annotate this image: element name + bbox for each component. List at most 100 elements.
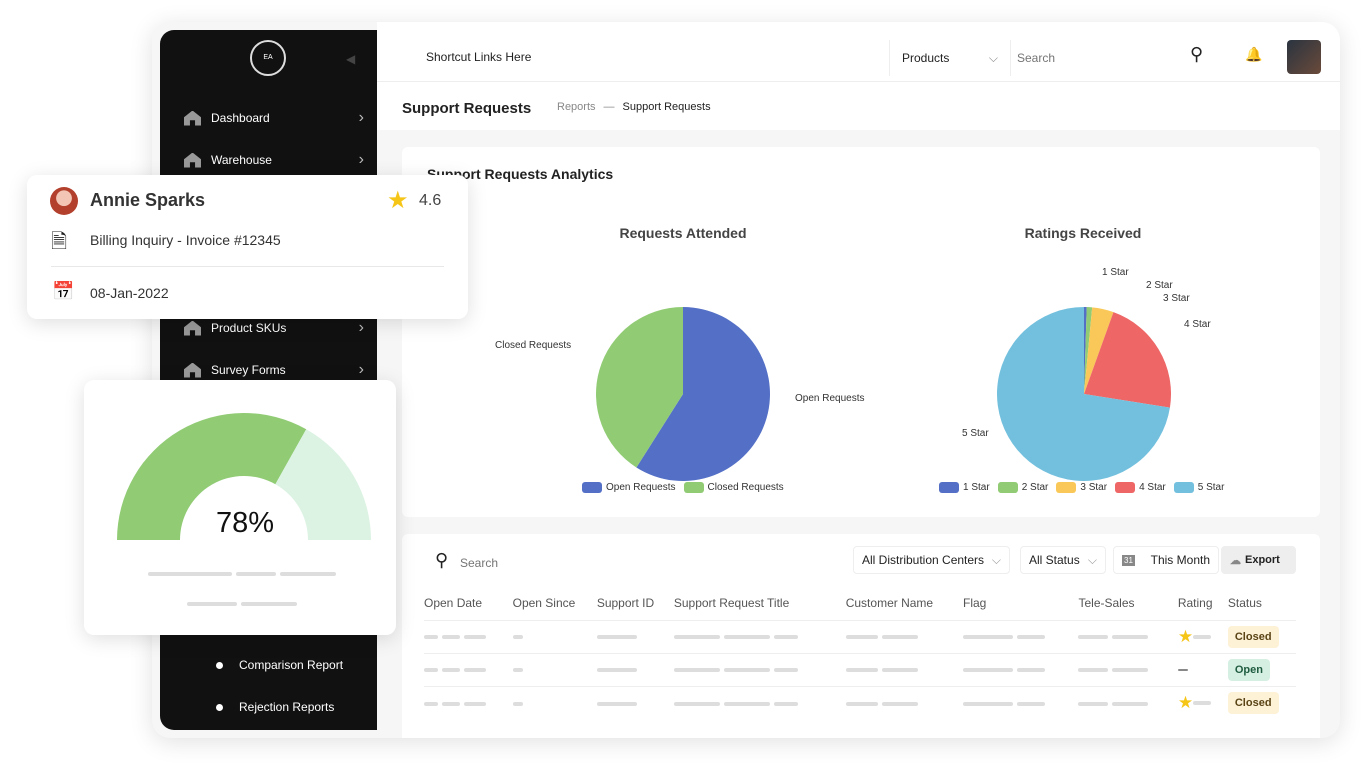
slice-label: Open Requests — [795, 393, 865, 404]
chevron-down-icon: ⌵ — [988, 50, 998, 65]
pie-slice-open-requests[interactable] — [636, 307, 770, 482]
slice-label: 2 Star — [1146, 280, 1173, 291]
breadcrumb: Reports — Support Requests — [557, 101, 711, 113]
slice-label: 1 Star — [1102, 267, 1129, 278]
column-header[interactable]: Open Date — [424, 595, 483, 610]
placeholder-lines — [187, 595, 301, 613]
date-range-picker[interactable]: 31 This Month — [1113, 546, 1219, 574]
column-header[interactable]: Support ID — [596, 595, 655, 610]
column-header[interactable]: Support Request Title — [673, 595, 790, 610]
analytics-title: Support Requests Analytics — [427, 166, 614, 182]
sidebar-item-survey-forms[interactable]: Survey Forms › — [184, 355, 364, 385]
column-header[interactable]: Status — [1227, 595, 1262, 610]
sidebar-subitem-comparison-report[interactable]: Comparison Report — [216, 658, 343, 672]
sidebar-subitem-label: Rejection Reports — [239, 700, 335, 714]
requests-table: Open Date Open Since Support ID Support Req… — [424, 586, 1296, 719]
placeholder-cell — [596, 652, 674, 686]
sidebar-item-dashboard[interactable]: Dashboard › — [184, 103, 364, 133]
page-header: Support Requests Reports — Support Request… — [377, 82, 1340, 130]
legend: Open Requests Closed Requests — [582, 482, 784, 493]
column-header[interactable]: Tele-Sales — [1078, 595, 1135, 610]
table-row[interactable]: Open — [424, 652, 1296, 686]
status-dropdown[interactable]: All Status ⌵ — [1020, 546, 1106, 574]
document-icon: 🗎 — [51, 231, 68, 253]
placeholder-cell — [963, 652, 1079, 686]
status-badge: Closed — [1227, 691, 1279, 714]
home-icon — [184, 362, 201, 378]
user-avatar[interactable] — [1287, 40, 1321, 74]
sidebar-subitem-rejection-reports[interactable]: Rejection Reports — [216, 700, 334, 714]
legend-item[interactable]: 5 Star — [1173, 482, 1224, 493]
placeholder-cell — [673, 652, 846, 686]
placeholder-cell — [963, 685, 1079, 719]
request-subject: Billing Inquiry - Invoice #12345 — [90, 232, 281, 248]
breadcrumb-reports[interactable]: Reports — [557, 101, 596, 113]
export-button[interactable]: ☁ Export — [1221, 546, 1296, 574]
placeholder-cell — [673, 685, 846, 719]
status-cell: Closed — [1227, 619, 1296, 653]
legend-item[interactable]: 1 Star — [939, 482, 990, 493]
slice-label: 4 Star — [1184, 319, 1211, 330]
sidebar-item-warehouse[interactable]: Warehouse › — [184, 145, 364, 175]
rating-cell: ★ — [1177, 685, 1228, 719]
table-row[interactable]: ★ Closed — [424, 619, 1296, 653]
chevron-right-icon: › — [358, 319, 364, 336]
placeholder-cell — [596, 685, 674, 719]
bell-icon[interactable]: 🔔 — [1245, 46, 1263, 62]
customer-rating: 4.6 — [419, 192, 442, 209]
placeholder-cell — [512, 685, 597, 719]
home-icon — [184, 110, 201, 126]
legend-item[interactable]: Open Requests — [582, 482, 676, 493]
legend-item[interactable]: 2 Star — [997, 482, 1048, 493]
legend-item[interactable]: Closed Requests — [683, 482, 784, 493]
legend-item[interactable]: 4 Star — [1115, 482, 1166, 493]
shortcut-links[interactable]: Shortcut Links Here — [426, 50, 532, 64]
column-header[interactable]: Flag — [963, 595, 987, 610]
rating-cell: ★ — [1177, 619, 1228, 653]
pie-slice-5-star[interactable] — [997, 307, 1170, 481]
collapse-sidebar-icon[interactable]: ◀ — [346, 52, 356, 66]
chart-title: Requests Attended — [619, 225, 747, 241]
pie-slice-2-star[interactable] — [1084, 307, 1093, 394]
placeholder-cell — [963, 619, 1079, 653]
pie-slice-3-star[interactable] — [1084, 307, 1114, 394]
sidebar-item-label: Survey Forms — [211, 363, 286, 377]
column-header[interactable]: Open Since — [512, 595, 576, 610]
products-dropdown[interactable]: Products ⌵ — [889, 40, 1011, 76]
status-badge: Closed — [1227, 625, 1279, 648]
column-header[interactable]: Customer Name — [845, 595, 934, 610]
slice-label: 5 Star — [962, 428, 989, 439]
chevron-right-icon: › — [358, 109, 364, 126]
pie-slice-1-star[interactable] — [1084, 307, 1087, 394]
placeholder-cell — [845, 652, 964, 686]
home-icon — [184, 320, 201, 336]
chart-title: Ratings Received — [1024, 225, 1142, 241]
customer-avatar — [50, 187, 78, 215]
request-detail-card[interactable]: Annie Sparks ★ 4.6 🗎 Billing Inquiry - I… — [27, 175, 468, 319]
sidebar-item-label: Dashboard — [211, 111, 270, 125]
breadcrumb-current: Support Requests — [622, 101, 711, 113]
pie-slice-4-star[interactable] — [1084, 312, 1171, 408]
distribution-centers-dropdown[interactable]: All Distribution Centers ⌵ — [853, 546, 1010, 574]
calendar-icon: 31 — [1122, 554, 1135, 566]
request-date: 08-Jan-2022 — [90, 285, 169, 301]
placeholder-cell — [1078, 685, 1178, 719]
placeholder-cell — [424, 685, 513, 719]
star-icon: ★ — [387, 187, 409, 214]
sidebar-item-product-skus[interactable]: Product SKUs › — [184, 313, 364, 343]
sidebar-item-label: Product SKUs — [211, 321, 287, 335]
sidebar-item-label: Warehouse — [211, 153, 272, 167]
table-search-input[interactable] — [460, 548, 590, 578]
search-icon[interactable]: ⚲ — [1190, 44, 1204, 64]
column-header[interactable]: Rating — [1177, 595, 1213, 610]
table-row[interactable]: ★ Closed — [424, 685, 1296, 719]
legend-item[interactable]: 3 Star — [1056, 482, 1107, 493]
placeholder-cell — [596, 619, 674, 653]
customer-name: Annie Sparks — [90, 190, 206, 210]
status-badge: Open — [1227, 658, 1270, 681]
placeholder-cell — [1078, 619, 1178, 653]
placeholder-lines — [148, 565, 340, 583]
pie-slice-closed-requests[interactable] — [596, 307, 683, 468]
table-header-row: Open Date Open Since Support ID Support Req… — [424, 586, 1296, 620]
search-input[interactable] — [1017, 44, 1167, 72]
